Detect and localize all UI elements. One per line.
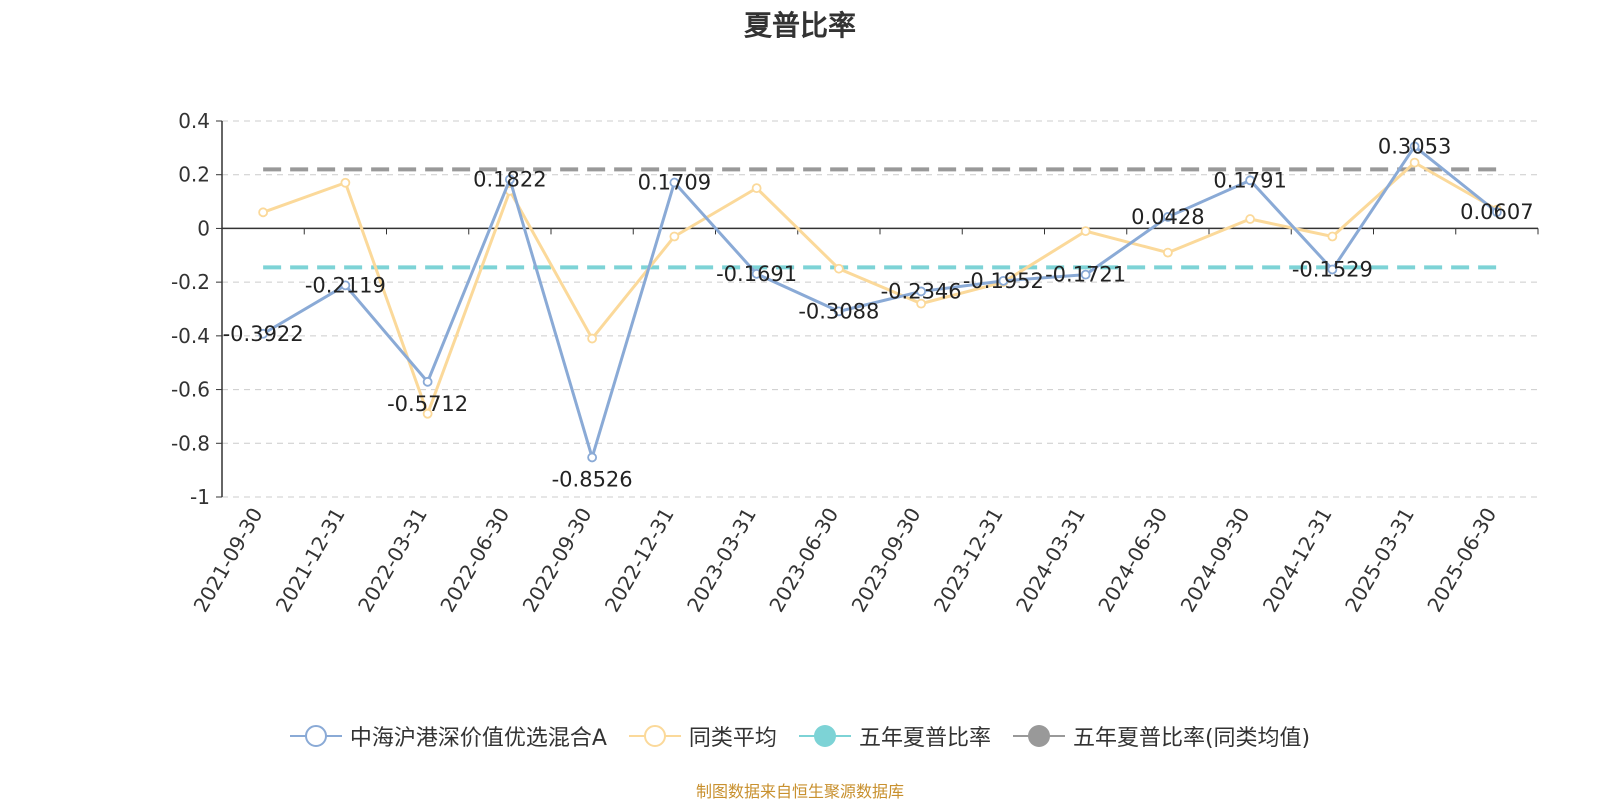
data-label: -0.2346 xyxy=(881,279,962,303)
x-tick-label: 2022-03-31 xyxy=(353,504,432,617)
legend: 中海沪港深价值优选混合A 同类平均 五年夏普比率 五年夏普比率(同类均值) xyxy=(0,720,1600,752)
series-point-0 xyxy=(1491,207,1502,218)
x-tick-label: 2021-09-30 xyxy=(189,504,268,617)
data-label: 0.1709 xyxy=(638,171,711,195)
series-point-0 xyxy=(340,280,351,291)
y-tick-label: -0.2 xyxy=(171,270,210,294)
legend-label-fund: 中海沪港深价值优选混合A xyxy=(349,726,607,751)
legend-item-fund[interactable]: 中海沪港深价值优选混合A xyxy=(289,720,607,752)
y-tick-label: -0.4 xyxy=(171,324,210,348)
series-point-0 xyxy=(587,452,598,463)
x-tick-label: 2025-03-31 xyxy=(1340,504,1419,617)
y-tick-label: -0.8 xyxy=(171,431,210,455)
series-point-0 xyxy=(1409,141,1420,152)
y-tick-label: -1 xyxy=(190,485,210,509)
data-label: -0.1691 xyxy=(716,262,797,286)
data-label: 0.0428 xyxy=(1131,205,1204,229)
data-label: -0.5712 xyxy=(387,392,468,416)
x-tick-label: 2023-09-30 xyxy=(847,504,926,617)
series-point-0 xyxy=(669,177,680,188)
legend-item-peer-average[interactable]: 同类平均 xyxy=(628,720,777,752)
series-point-1 xyxy=(587,333,598,344)
series-point-1 xyxy=(422,408,433,419)
series-line-0 xyxy=(262,144,1498,459)
legend-item-five-year-sharpe-peer[interactable]: 五年夏普比率(同类均值) xyxy=(1012,720,1311,752)
legend-item-five-year-sharpe[interactable]: 五年夏普比率 xyxy=(798,720,991,752)
series-point-1 xyxy=(1080,226,1091,237)
series-point-1 xyxy=(916,298,927,309)
x-tick-label: 2022-06-30 xyxy=(435,504,514,617)
series-point-0 xyxy=(258,328,269,339)
series-line-1 xyxy=(262,161,1498,416)
y-tick-label: 0.4 xyxy=(178,109,210,133)
series-point-1 xyxy=(1162,247,1173,258)
series-point-1 xyxy=(258,207,269,218)
series-point-1 xyxy=(751,183,762,194)
legend-label-five-year-sharpe-peer: 五年夏普比率(同类均值) xyxy=(1072,726,1311,751)
series-point-1 xyxy=(1245,214,1256,224)
chart-title: 夏普比率 xyxy=(743,9,856,42)
x-tick-label: 2024-06-30 xyxy=(1093,504,1172,617)
source-note: 制图数据来自恒生聚源数据库 xyxy=(695,782,904,801)
x-tick-label: 2024-03-31 xyxy=(1011,504,1090,617)
series-point-0 xyxy=(998,275,1009,286)
y-tick-label: 0.2 xyxy=(178,163,210,187)
legend-filled-circle-icon xyxy=(1012,725,1065,747)
series-point-0 xyxy=(1327,264,1338,275)
data-label: 0.1822 xyxy=(473,167,546,191)
y-tick-label: -0.6 xyxy=(171,378,210,402)
data-label: 0.0607 xyxy=(1460,200,1533,224)
data-label: -0.8526 xyxy=(552,467,633,491)
x-tick-label: 2023-06-30 xyxy=(764,504,843,617)
data-label: -0.3088 xyxy=(798,299,879,323)
series-point-0 xyxy=(422,376,433,387)
legend-hollow-circle-icon xyxy=(289,725,342,747)
data-label: 0.1791 xyxy=(1213,168,1286,192)
data-label: -0.1952 xyxy=(963,269,1044,293)
x-tick-label: 2022-09-30 xyxy=(518,504,597,617)
series-point-1 xyxy=(1409,157,1420,168)
series-point-0 xyxy=(751,268,762,279)
series-point-1 xyxy=(1327,231,1338,242)
y-tick-label: 0 xyxy=(197,216,210,240)
data-label: -0.1529 xyxy=(1292,257,1373,281)
x-tick-label: 2025-06-30 xyxy=(1422,504,1501,617)
x-tick-label: 2024-09-30 xyxy=(1176,504,1255,617)
legend-filled-circle-icon xyxy=(798,725,851,747)
series-point-0 xyxy=(1245,175,1256,186)
x-tick-label: 2021-12-31 xyxy=(271,504,350,617)
x-tick-label: 2024-12-31 xyxy=(1258,504,1337,617)
data-label: -0.3922 xyxy=(223,322,304,346)
series-point-0 xyxy=(916,286,927,297)
x-tick-label: 2023-03-31 xyxy=(682,504,761,617)
legend-label-five-year-sharpe: 五年夏普比率 xyxy=(858,726,991,751)
data-label: -0.2119 xyxy=(305,273,386,297)
data-label: -0.1721 xyxy=(1045,263,1126,287)
series-point-0 xyxy=(504,174,515,185)
series-point-1 xyxy=(340,177,351,188)
data-label: 0.3053 xyxy=(1378,134,1451,158)
series-point-0 xyxy=(1080,269,1091,280)
series-point-1 xyxy=(833,263,844,274)
series-point-0 xyxy=(1162,212,1173,222)
x-tick-label: 2022-12-31 xyxy=(600,504,679,617)
legend-label-peer-average: 同类平均 xyxy=(688,726,777,751)
x-tick-label: 2023-12-31 xyxy=(929,504,1008,617)
series-point-0 xyxy=(833,306,844,317)
series-point-1 xyxy=(669,231,680,242)
legend-hollow-circle-icon xyxy=(628,725,681,747)
